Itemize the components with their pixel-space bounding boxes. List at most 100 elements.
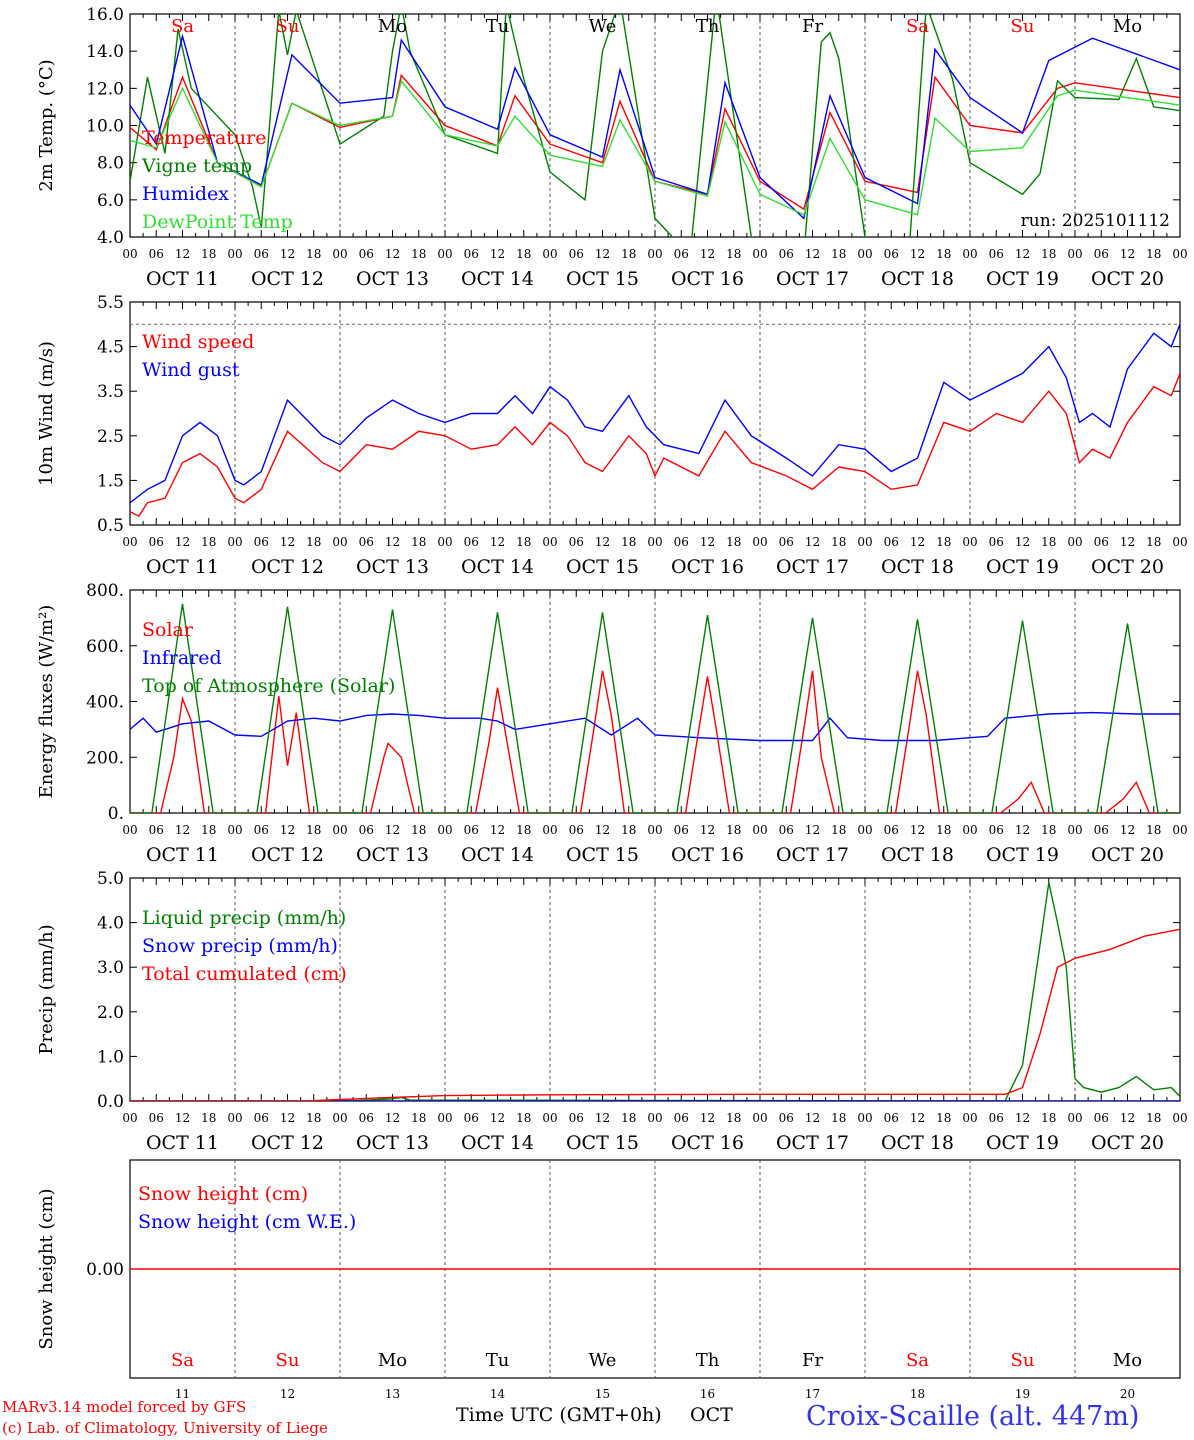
day-label: OCT 18	[881, 844, 954, 866]
hour-tick-label: 18	[936, 1111, 951, 1125]
hour-tick-label: 06	[779, 247, 794, 261]
day-label: OCT 16	[671, 556, 744, 578]
hour-tick-label: 06	[779, 1111, 794, 1125]
hour-tick-label: 06	[1094, 247, 1109, 261]
hour-tick-label: 00	[647, 1111, 662, 1125]
hour-tick-label: 18	[516, 247, 531, 261]
y-tick-label: 5.5	[97, 293, 124, 313]
weekday-label: Mo	[1113, 16, 1142, 37]
day-label: OCT 11	[146, 268, 219, 290]
legend-top-of-atmosphere-solar-: Top of Atmosphere (Solar)	[142, 675, 395, 697]
hour-tick-label: 06	[569, 535, 584, 549]
hour-tick-label: 12	[700, 247, 715, 261]
hour-tick-label: 00	[647, 823, 662, 837]
hour-tick-label: 12	[175, 823, 190, 837]
series-humidex	[130, 33, 1180, 220]
hour-tick-label: 00	[122, 823, 137, 837]
weekday-label-bottom: Th	[696, 1350, 720, 1371]
y-tick-label: 3.5	[97, 382, 124, 402]
hour-tick-label: 06	[989, 823, 1004, 837]
y-tick-label: 1.5	[97, 471, 124, 491]
hour-tick-label: 18	[306, 1111, 321, 1125]
hour-tick-label: 00	[122, 247, 137, 261]
y-tick-label: 4.5	[97, 338, 124, 358]
panel-energy: 00 06 12 18 00 06 12 18 00 06 12 18 00 06 12 18 00 06 12 18…	[36, 581, 1188, 866]
day-label: OCT 13	[356, 1132, 429, 1154]
hour-tick-label: 18	[831, 1111, 846, 1125]
hour-tick-label: 18	[621, 247, 636, 261]
hour-tick-label: 12	[1015, 247, 1030, 261]
hour-tick-label: 00	[752, 1111, 767, 1125]
hour-tick-label: 18	[726, 823, 741, 837]
hour-tick-label: 18	[201, 1111, 216, 1125]
hour-tick-label: 12	[805, 247, 820, 261]
hour-tick-label: 12	[595, 535, 610, 549]
day-label: OCT 20	[1091, 844, 1164, 866]
date-number: 19	[1015, 1387, 1030, 1401]
hour-tick-label: 00	[227, 247, 242, 261]
y-tick-label: 600.	[86, 637, 124, 657]
hour-tick-label: 00	[227, 1111, 242, 1125]
hour-tick-label: 12	[280, 247, 295, 261]
y-tick-label: 3.0	[97, 958, 124, 978]
date-number: 12	[280, 1387, 295, 1401]
series-infrared	[130, 711, 1180, 742]
y-tick-label: 0.00	[86, 1260, 124, 1280]
day-label: OCT 12	[251, 268, 324, 290]
series-solar	[130, 670, 1180, 813]
hour-tick-label: 00	[857, 823, 872, 837]
day-label: OCT 17	[776, 556, 849, 578]
hour-tick-label: 06	[254, 535, 269, 549]
hour-tick-label: 06	[254, 1111, 269, 1125]
hour-tick-label: 00	[437, 823, 452, 837]
hour-tick-label: 00	[962, 247, 977, 261]
hour-tick-label: 00	[1172, 535, 1187, 549]
hour-tick-label: 06	[359, 823, 374, 837]
hour-tick-label: 18	[621, 1111, 636, 1125]
hour-tick-label: 12	[280, 823, 295, 837]
hour-tick-label: 06	[989, 535, 1004, 549]
weekday-label-bottom: Fr	[802, 1350, 823, 1371]
day-label: OCT 15	[566, 556, 639, 578]
day-label: OCT 19	[986, 556, 1059, 578]
hour-tick-label: 12	[700, 535, 715, 549]
hour-tick-label: 12	[1120, 247, 1135, 261]
hour-tick-label: 18	[1146, 823, 1161, 837]
day-label: OCT 14	[461, 1132, 534, 1154]
hour-tick-label: 18	[201, 823, 216, 837]
legend-snow-precip-mm-h-: Snow precip (mm/h)	[142, 935, 338, 957]
hour-tick-label: 06	[1094, 823, 1109, 837]
hour-tick-label: 00	[542, 823, 557, 837]
date-number: 14	[490, 1387, 506, 1401]
hour-tick-label: 18	[306, 247, 321, 261]
weekday-label-bottom: Sa	[906, 1350, 929, 1371]
hour-tick-label: 18	[516, 535, 531, 549]
weekday-label: Mo	[378, 16, 407, 37]
y-tick-label: 2.5	[97, 427, 124, 447]
hour-tick-label: 00	[962, 1111, 977, 1125]
weekday-label-bottom: Su	[1011, 1350, 1035, 1371]
model-credit: MARv3.14 model forced by GFS	[2, 1398, 247, 1416]
series-total-cumulated-cm-	[130, 928, 1180, 1101]
day-label: OCT 16	[671, 268, 744, 290]
hour-tick-label: 18	[621, 823, 636, 837]
hour-tick-label: 06	[779, 535, 794, 549]
hour-tick-label: 18	[516, 1111, 531, 1125]
hour-tick-label: 00	[437, 1111, 452, 1125]
day-label: OCT 11	[146, 844, 219, 866]
legend-humidex: Humidex	[142, 183, 229, 205]
hour-tick-label: 06	[674, 823, 689, 837]
hour-tick-label: 00	[752, 823, 767, 837]
day-label: OCT 12	[251, 1132, 324, 1154]
x-axis-title: Time UTC (GMT+0h)	[456, 1404, 662, 1426]
legend-total-cumulated-cm-: Total cumulated (cm)	[142, 963, 347, 985]
legend-wind-gust: Wind gust	[142, 359, 240, 381]
hour-tick-label: 18	[1041, 823, 1056, 837]
hour-tick-label: 06	[884, 823, 899, 837]
hour-tick-label: 06	[149, 247, 164, 261]
y-tick-label: 8.0	[97, 154, 124, 174]
series-wind-gust	[130, 324, 1180, 504]
y-tick-label: 200.	[86, 748, 124, 768]
series-wind-speed	[130, 373, 1180, 518]
legend-vigne-temp: Vigne temp	[141, 155, 252, 177]
